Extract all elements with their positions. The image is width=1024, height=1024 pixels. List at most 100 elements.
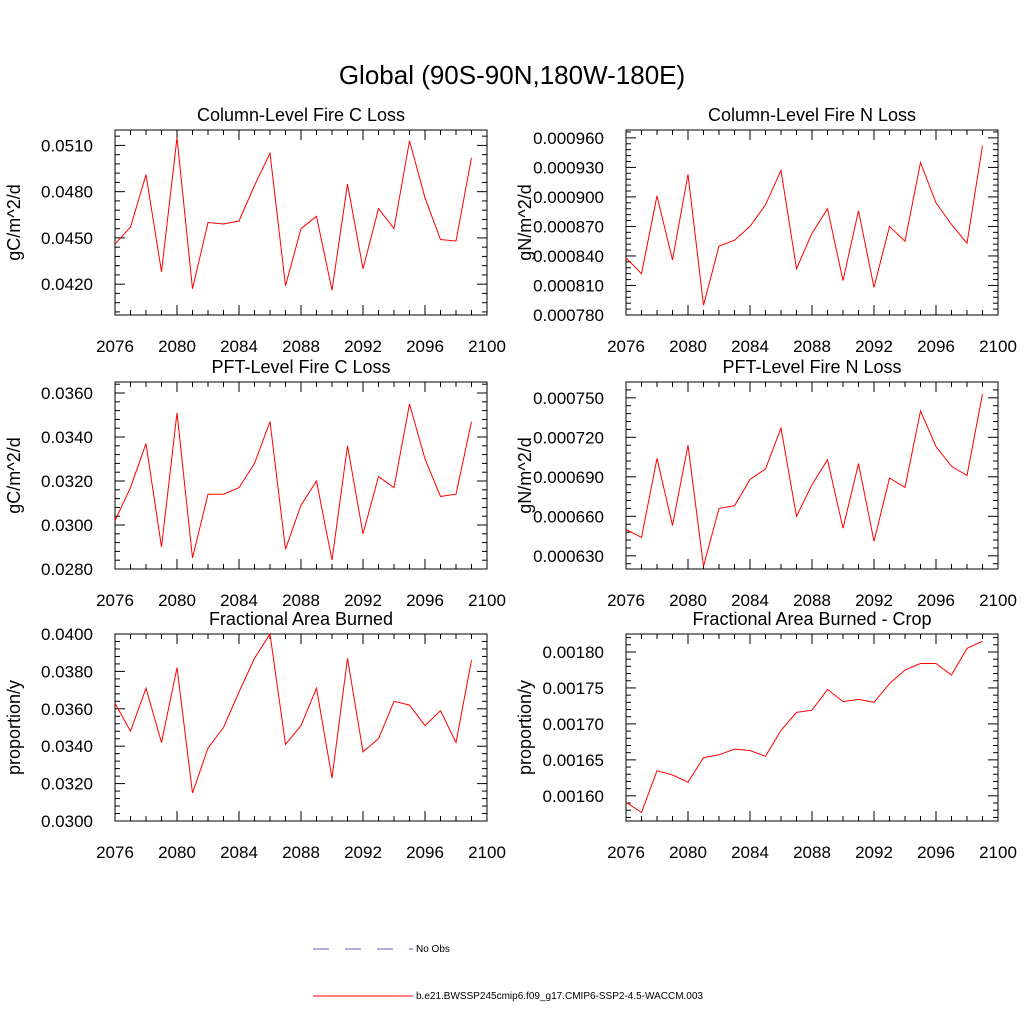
x-tick-label: 2084 — [220, 843, 258, 862]
y-tick-label: 0.0340 — [41, 737, 93, 756]
legend-label-no-obs: No Obs — [416, 944, 450, 955]
x-tick-label: 2100 — [468, 591, 506, 610]
series-line — [625, 145, 983, 306]
x-tick-label: 2080 — [158, 591, 196, 610]
y-tick-label: 0.0320 — [41, 775, 93, 794]
y-axis-label: gN/m^2/d — [515, 184, 535, 260]
x-tick-label: 2096 — [406, 337, 444, 356]
chart-title: PFT-Level Fire C Loss — [211, 357, 390, 377]
x-tick-label: 2088 — [793, 337, 831, 356]
x-tick-label: 2096 — [917, 591, 955, 610]
y-tick-label: 0.00160 — [543, 787, 604, 806]
x-tick-label: 2088 — [282, 843, 320, 862]
y-tick-label: 0.000870 — [533, 217, 604, 236]
series-line — [114, 632, 472, 794]
legend: No Obs b.e21.BWSSP245cmip6.f09_g17.CMIP6… — [313, 944, 703, 1002]
chart-title: Column-Level Fire C Loss — [197, 105, 405, 125]
x-tick-label: 2100 — [468, 843, 506, 862]
chart-title: Fractional Area Burned - Crop — [692, 609, 931, 629]
y-tick-label: 0.00165 — [543, 751, 604, 770]
plot-frame — [114, 633, 488, 822]
x-tick-label: 2076 — [607, 843, 645, 862]
x-tick-label: 2076 — [96, 591, 134, 610]
chart-panel-5: Fractional Area Burned proportion/y 2076 20… — [4, 609, 506, 862]
x-tick-label: 2088 — [793, 843, 831, 862]
figure-title: Global (90S-90N,180W-180E) — [339, 60, 685, 90]
x-tick-label: 2092 — [344, 337, 382, 356]
x-tick-label: 2084 — [220, 591, 258, 610]
legend-label-model: b.e21.BWSSP245cmip6.f09_g17.CMIP6-SSP2-4… — [416, 991, 703, 1002]
x-tick-label: 2092 — [855, 337, 893, 356]
y-axis-label: gC/m^2/d — [4, 184, 24, 260]
x-tick-label: 2100 — [979, 591, 1017, 610]
x-tick-label: 2096 — [917, 337, 955, 356]
x-tick-label: 2080 — [669, 591, 707, 610]
x-tick-label: 2084 — [220, 337, 258, 356]
y-tick-label: 0.0360 — [41, 384, 93, 403]
x-tick-label: 2092 — [855, 591, 893, 610]
y-tick-label: 0.0420 — [41, 275, 93, 294]
y-axis-label: gC/m^2/d — [4, 437, 24, 513]
series-line — [114, 137, 472, 291]
series-line — [114, 403, 472, 561]
x-tick-label: 2100 — [979, 337, 1017, 356]
chart-panel-4: PFT-Level Fire N Loss gN/m^2/d 2076 2080 208… — [515, 357, 1017, 610]
x-tick-label: 2076 — [607, 591, 645, 610]
x-tick-label: 2084 — [731, 843, 769, 862]
y-tick-label: 0.000660 — [533, 507, 604, 526]
y-tick-label: 0.0300 — [41, 516, 93, 535]
y-tick-label: 0.000930 — [533, 158, 604, 177]
x-tick-label: 2100 — [979, 843, 1017, 862]
y-tick-label: 0.0480 — [41, 183, 93, 202]
series-line — [625, 393, 983, 567]
y-tick-label: 0.0360 — [41, 700, 93, 719]
y-axis-label: proportion/y — [515, 680, 535, 775]
y-tick-label: 0.000810 — [533, 276, 604, 295]
chart-panel-3: PFT-Level Fire C Loss gC/m^2/d 2076 2080 208… — [4, 357, 506, 610]
y-tick-label: 0.0450 — [41, 229, 93, 248]
y-tick-label: 0.000780 — [533, 306, 604, 325]
y-tick-label: 0.00175 — [543, 679, 604, 698]
chart-panel-6: Fractional Area Burned - Crop proportion/… — [515, 609, 1017, 862]
x-tick-label: 2092 — [855, 843, 893, 862]
y-tick-label: 0.000690 — [533, 468, 604, 487]
x-tick-label: 2080 — [669, 843, 707, 862]
plot-frame — [625, 633, 999, 822]
x-tick-label: 2084 — [731, 337, 769, 356]
chart-panel-1: Column-Level Fire C Loss gC/m^2/d 2076 2080… — [4, 105, 506, 356]
x-tick-label: 2080 — [669, 337, 707, 356]
x-tick-label: 2080 — [158, 337, 196, 356]
chart-title: Fractional Area Burned — [209, 609, 393, 629]
series-line — [625, 640, 983, 814]
x-tick-label: 2092 — [344, 591, 382, 610]
y-axis-label: gN/m^2/d — [515, 437, 535, 513]
x-tick-label: 2096 — [406, 843, 444, 862]
y-tick-label: 0.0400 — [41, 625, 93, 644]
x-tick-label: 2088 — [793, 591, 831, 610]
plot-frame — [114, 381, 488, 570]
x-tick-label: 2080 — [158, 843, 196, 862]
chart-title: PFT-Level Fire N Loss — [722, 357, 901, 377]
y-tick-label: 0.000900 — [533, 188, 604, 207]
y-tick-label: 0.0380 — [41, 662, 93, 681]
y-tick-label: 0.000960 — [533, 129, 604, 148]
y-axis-label: proportion/y — [4, 680, 24, 775]
x-tick-label: 2096 — [917, 843, 955, 862]
y-tick-label: 0.0510 — [41, 136, 93, 155]
plot-frame — [625, 129, 999, 316]
y-tick-label: 0.000630 — [533, 547, 604, 566]
plot-frame — [114, 129, 488, 316]
y-tick-label: 0.0280 — [41, 560, 93, 579]
y-tick-label: 0.000840 — [533, 247, 604, 266]
x-tick-label: 2088 — [282, 591, 320, 610]
y-tick-label: 0.000720 — [533, 428, 604, 447]
chart-title: Column-Level Fire N Loss — [708, 105, 916, 125]
x-tick-label: 2076 — [607, 337, 645, 356]
chart-panel-2: Column-Level Fire N Loss gN/m^2/d 2076 2080… — [515, 105, 1017, 356]
y-tick-label: 0.00180 — [543, 643, 604, 662]
y-tick-label: 0.0300 — [41, 812, 93, 831]
y-tick-label: 0.000750 — [533, 389, 604, 408]
x-tick-label: 2084 — [731, 591, 769, 610]
chart-panels: Column-Level Fire C Loss gC/m^2/d 2076 2080… — [4, 105, 1017, 862]
